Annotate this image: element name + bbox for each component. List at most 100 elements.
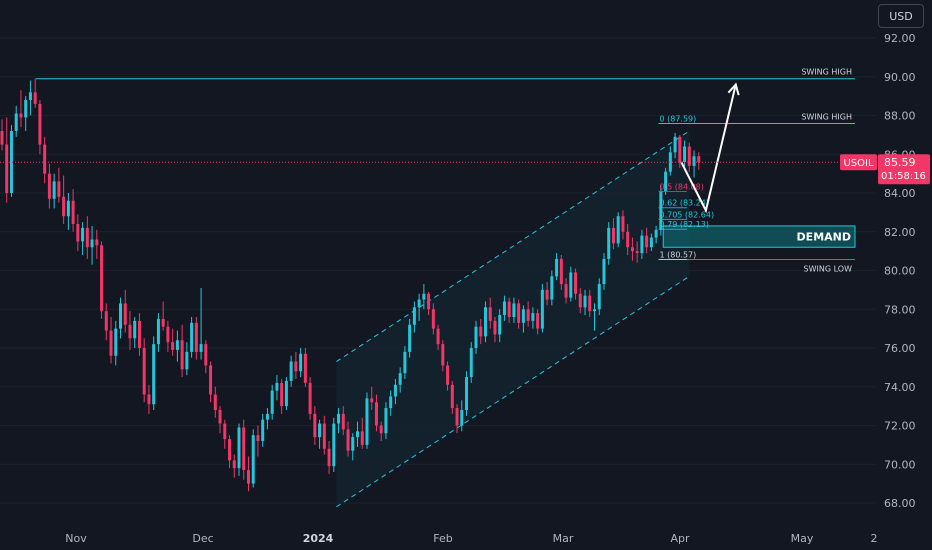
candle-body [284,380,288,407]
candle-body [526,309,530,321]
candle-body [365,398,369,445]
candle-body [602,258,606,285]
candle-body [199,344,203,352]
candle-body [256,435,260,441]
candle-body [559,258,563,285]
fib-level-label: 0.62 (83.24) [659,199,709,208]
price-tick-label: 92.00 [884,32,916,45]
symbol-tag-bg [840,154,877,171]
time-tick-label: May [791,532,814,545]
demand-zone-box [662,225,856,248]
candle-body [659,191,663,230]
candle-body [204,344,208,366]
price-tick-label: 72.00 [884,420,916,433]
candle-body [294,361,298,372]
channel-lines [336,130,690,508]
price-axis[interactable]: 92.0090.0088.0086.0084.0082.0080.0078.00… [884,32,916,510]
candle-body [38,103,42,145]
candle-body [654,229,658,238]
candle-body [346,429,350,451]
candle-body [502,301,506,316]
candle-body [28,92,32,100]
candle-body [90,239,94,248]
channel-area [336,131,690,507]
candle-body [66,200,70,217]
candle-body [133,320,137,339]
candle-body [635,251,639,254]
price-tick-label: 70.00 [884,458,916,471]
candle-body [228,439,232,461]
candle-body [697,156,701,163]
candle-body [398,373,402,385]
time-tick-label: 2 [871,532,878,545]
price-tick-label: 68.00 [884,497,916,510]
currency-button[interactable]: USD [878,4,924,28]
candle-body [512,303,516,317]
candle-body [545,289,549,300]
current-price-tag: USOIL 85.59 01:58:16 [840,154,930,185]
candle-body [360,431,364,445]
fib-level-label: 0.5 (84.08) [659,182,703,191]
candle-body [436,328,440,345]
projection-arrowhead [727,82,740,96]
candle-body [479,326,483,337]
swing-level-label: SWING HIGH [801,68,852,77]
candle-body [62,196,66,217]
candle-body [52,181,56,199]
candle-body [251,435,255,484]
candle-body [242,427,246,471]
price-tick-label: 82.00 [884,226,916,239]
candle-body [574,272,578,294]
price-tick-label: 76.00 [884,342,916,355]
candle-body [322,423,326,449]
candle-body [469,348,473,378]
candle-body [9,131,13,193]
time-tick-label: Nov [65,532,87,545]
candle-body [327,448,331,467]
candle-body [270,390,274,414]
candle-body [261,419,265,441]
candle-body [687,146,691,166]
candle-body [626,231,630,248]
symbol-tag-label: USOIL [843,158,873,169]
candle-body [24,100,28,118]
projection-arrow [680,82,740,214]
candle-body [104,311,108,331]
candle-body [593,309,596,312]
candle-body [450,384,454,409]
price-tick-label: 90.00 [884,71,916,84]
time-tick-label: Apr [670,532,690,545]
fib-retracement: 0 (87.59) 0.5 (84.08) 0.62 (83.24) 0.705 (8… [658,114,714,260]
candle-body [417,299,421,308]
swing-levels: SWING HIGH SWING HIGH SWING LOW [35,68,855,273]
candle-body [384,408,388,434]
price-tick-label: 88.00 [884,110,916,123]
candle-body [607,227,611,259]
candle-body [474,326,478,348]
candle-body [71,200,75,224]
candle-body [100,245,104,312]
candle-body [5,144,9,193]
fib-level-label: 1 (80.57) [659,250,696,259]
time-axis[interactable]: Nov Dec 2024 Feb Mar Apr May 2 [65,532,877,545]
candle-body [422,293,426,300]
candle-body [95,239,99,246]
candle-body [265,413,269,420]
candle-body [232,460,236,469]
candle-body [441,344,445,366]
price-tick-label: 80.00 [884,265,916,278]
demand-zone-label: DEMAND [797,231,851,244]
fib-level-label: 0.79 (82.13) [659,220,709,229]
candle-body [114,328,118,356]
candle-body [645,235,649,248]
price-tag-countdown: 01:58:16 [881,171,926,182]
candle-body [640,235,644,254]
price-tag-bg [878,154,930,185]
candle-body [389,396,393,409]
candles [0,78,701,492]
candle-body [540,289,544,329]
candle-body [583,295,587,308]
projection-path [680,84,737,214]
